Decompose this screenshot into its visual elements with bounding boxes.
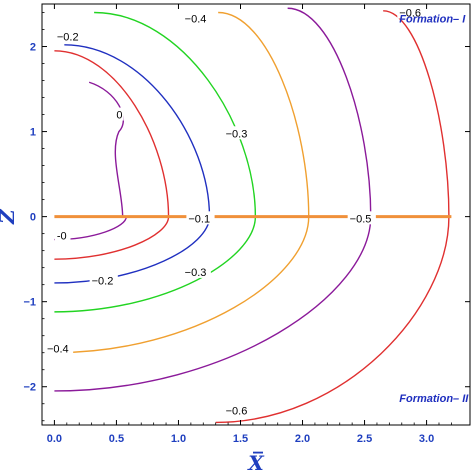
contour-label: −0.2 [57, 31, 79, 43]
y-tick-label: 0 [30, 212, 36, 224]
contour-line-upper [383, 10, 450, 217]
y-tick-label: 1 [30, 127, 36, 139]
contour-line-lower [54, 216, 310, 354]
x-axis-title: X̅ [246, 450, 265, 475]
contour-line-upper [64, 44, 211, 217]
y-tick-label: −1 [23, 297, 36, 309]
contour-label-bg [182, 11, 211, 25]
contour-label-bg [89, 273, 118, 287]
contour-layer [54, 7, 450, 424]
contour-label-layer: 0 -0 −0.1 −0.2 −0.2 −0.3 −0.3 −0.4 −0.4 −0.5 −0.6 −… [44, 5, 426, 418]
contour-line-lower [54, 216, 211, 284]
contour-label: −0.2 [92, 275, 114, 287]
contour-line-lower [54, 216, 170, 260]
contour-line-upper [88, 81, 125, 217]
contour-label-bg [54, 29, 84, 43]
contour-label-bg [223, 403, 252, 417]
tick-layer: 0.0 0.5 1.0 1.5 2.0 2.5 3.0 −2 −1 0 1 2 [23, 4, 470, 445]
formation-annotation: Formation– I [399, 14, 466, 26]
contour-label: −0.3 [226, 128, 248, 140]
contour-label: −0.6 [226, 406, 248, 418]
contour-label: -0 [57, 230, 67, 242]
contour-line-upper [94, 11, 257, 217]
contour-label-bg [54, 228, 71, 242]
contour-label-bg [44, 341, 74, 355]
contour-label-bg [186, 211, 215, 225]
contour-label-bg [347, 211, 376, 225]
formation-annotation: Formation– II [399, 393, 469, 405]
x-tick-label: 0.5 [109, 433, 124, 445]
annotation-layer: Formation– I Formation– II [399, 14, 469, 405]
contour-line-lower [54, 216, 257, 313]
contour-line-lower [54, 216, 372, 392]
contour-label: −0.1 [188, 213, 210, 225]
contour-label-bg [182, 264, 211, 278]
contour-label: −0.4 [185, 13, 207, 25]
contour-label: 0 [116, 110, 122, 122]
x-tick-label: 1.0 [171, 433, 186, 445]
x-tick-label: 2.5 [357, 433, 372, 445]
x-tick-label: 3.0 [419, 433, 434, 445]
contour-label-bg [223, 126, 252, 140]
contour-label-bg [397, 5, 426, 19]
contour-label: −0.5 [350, 213, 372, 225]
contour-label: −0.6 [399, 8, 421, 20]
contour-line-lower [215, 216, 450, 424]
contour-label: −0.3 [185, 267, 207, 279]
contour-line-upper [287, 7, 372, 217]
plot-frame [41, 3, 471, 426]
x-tick-label: 0.0 [47, 433, 62, 445]
x-tick-label: 2.0 [295, 433, 310, 445]
y-tick-label: −2 [23, 382, 36, 394]
y-axis-title: Z̅ [0, 208, 19, 225]
x-tick-label: 1.5 [233, 433, 248, 445]
contour-label: −0.4 [47, 343, 69, 355]
contour-label-bg [114, 107, 124, 121]
contour-line-upper [218, 11, 310, 217]
y-tick-label: 2 [30, 42, 36, 54]
contour-line-upper [54, 50, 170, 217]
